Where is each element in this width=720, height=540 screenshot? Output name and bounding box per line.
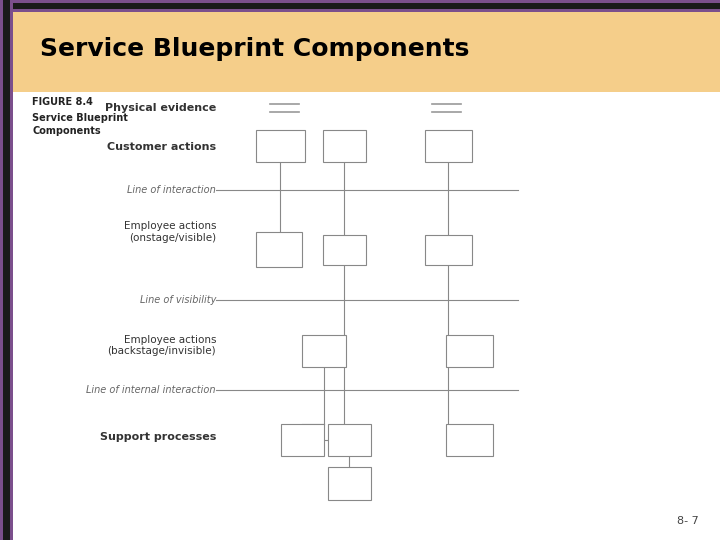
Bar (0, 3, 720, 9)
Bar (446, 424, 493, 456)
Text: Service Blueprint
Components: Service Blueprint Components (32, 113, 128, 136)
Text: Employee actions
(onstage/visible): Employee actions (onstage/visible) (124, 221, 216, 243)
Text: Support processes: Support processes (99, 433, 216, 442)
Bar (0, 0, 720, 92)
Bar (328, 467, 371, 500)
Bar (3, 0, 10, 540)
Text: FIGURE 8.4: FIGURE 8.4 (32, 97, 94, 107)
Text: Service Blueprint Components: Service Blueprint Components (40, 37, 469, 60)
Bar (256, 232, 302, 267)
Text: Line of visibility: Line of visibility (140, 295, 216, 305)
Bar (0, 0, 3, 540)
Bar (328, 424, 371, 456)
Bar (446, 335, 493, 367)
Bar (302, 335, 346, 367)
Text: Customer actions: Customer actions (107, 142, 216, 152)
Bar (323, 235, 366, 265)
Bar (323, 130, 366, 162)
Bar (0, 0, 720, 3)
Bar (281, 424, 324, 456)
Bar (425, 235, 472, 265)
Text: Employee actions
(backstage/invisible): Employee actions (backstage/invisible) (107, 335, 216, 356)
Bar (425, 130, 472, 162)
Text: Line of internal interaction: Line of internal interaction (86, 385, 216, 395)
Text: 8- 7: 8- 7 (677, 516, 698, 526)
Bar (256, 130, 305, 162)
Bar (10, 0, 13, 540)
Bar (0, 9, 720, 12)
Text: Line of interaction: Line of interaction (127, 185, 216, 195)
Text: Physical evidence: Physical evidence (104, 103, 216, 113)
